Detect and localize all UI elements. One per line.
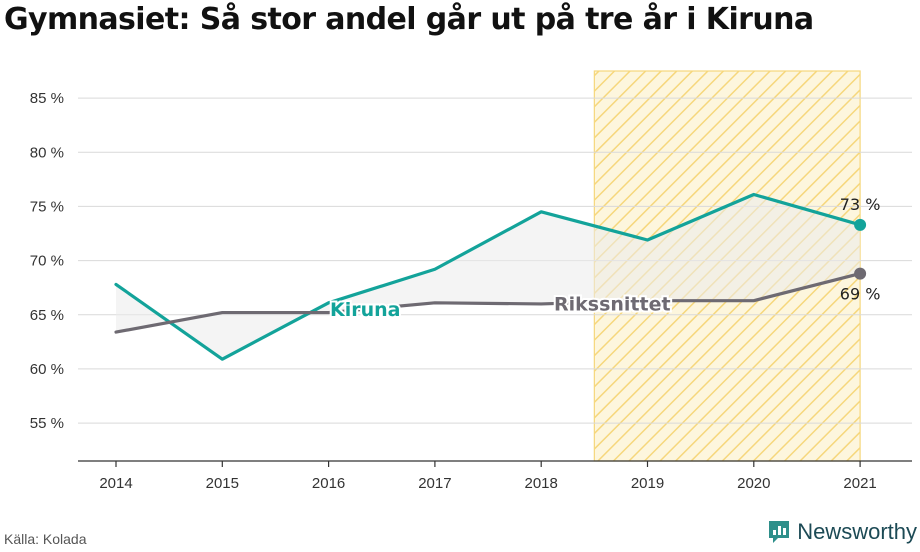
y-tick-label: 55 % bbox=[30, 415, 64, 432]
newsworthy-icon bbox=[769, 521, 790, 543]
y-tick-label: 65 % bbox=[30, 307, 64, 324]
x-tick-label: 2018 bbox=[525, 475, 558, 492]
x-tick-label: 2019 bbox=[631, 475, 664, 492]
kiruna-series-label: Kiruna bbox=[330, 299, 400, 321]
kiruna-line bbox=[114, 192, 862, 361]
kiruna-end-label: 73 % bbox=[840, 195, 881, 214]
y-tick-label: 70 % bbox=[30, 253, 64, 270]
x-tick-label: 2021 bbox=[843, 475, 876, 492]
x-tick-label: 2015 bbox=[206, 475, 239, 492]
newsworthy-logo: Newsworthy bbox=[767, 519, 917, 545]
riksnitt-line bbox=[114, 271, 862, 334]
x-tick-label: 2014 bbox=[99, 475, 132, 492]
source-note: Källa: Kolada bbox=[4, 531, 87, 547]
y-tick-label: 85 % bbox=[30, 90, 64, 107]
y-tick-label: 80 % bbox=[30, 144, 64, 161]
kiruna-endpoint bbox=[854, 218, 867, 231]
riksnitt-endpoint bbox=[854, 267, 867, 280]
x-tick-label: 2017 bbox=[418, 475, 451, 492]
brand-name: Newsworthy bbox=[797, 519, 917, 544]
x-tick-label: 2020 bbox=[737, 475, 770, 492]
riksnitt-series-label: Rikssnittet bbox=[554, 293, 671, 315]
y-tick-label: 60 % bbox=[30, 361, 64, 378]
riksnitt-end-label: 69 % bbox=[840, 285, 881, 304]
y-tick-label: 75 % bbox=[30, 198, 64, 215]
x-tick-label: 2016 bbox=[312, 475, 345, 492]
difference-area bbox=[116, 194, 861, 360]
chart-title: Gymnasiet: Så stor andel går ut på tre å… bbox=[4, 2, 814, 37]
